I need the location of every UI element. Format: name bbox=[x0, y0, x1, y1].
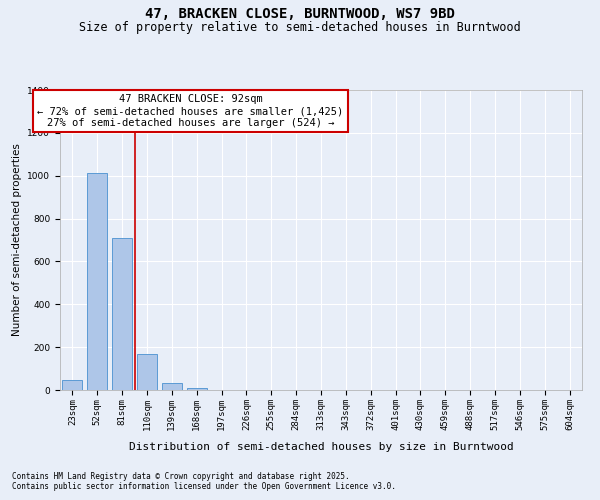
Text: Contains public sector information licensed under the Open Government Licence v3: Contains public sector information licen… bbox=[12, 482, 396, 491]
Bar bbox=[162, 382, 182, 390]
Bar bbox=[112, 238, 132, 390]
Bar bbox=[62, 380, 82, 390]
Text: Contains HM Land Registry data © Crown copyright and database right 2025.: Contains HM Land Registry data © Crown c… bbox=[12, 472, 350, 481]
Y-axis label: Number of semi-detached properties: Number of semi-detached properties bbox=[12, 144, 22, 336]
Bar bbox=[137, 354, 157, 390]
Text: Size of property relative to semi-detached houses in Burntwood: Size of property relative to semi-detach… bbox=[79, 21, 521, 34]
Text: 47 BRACKEN CLOSE: 92sqm
← 72% of semi-detached houses are smaller (1,425)
27% of: 47 BRACKEN CLOSE: 92sqm ← 72% of semi-de… bbox=[37, 94, 344, 128]
Text: 47, BRACKEN CLOSE, BURNTWOOD, WS7 9BD: 47, BRACKEN CLOSE, BURNTWOOD, WS7 9BD bbox=[145, 8, 455, 22]
Bar bbox=[88, 172, 107, 390]
Bar bbox=[187, 388, 206, 390]
Text: Distribution of semi-detached houses by size in Burntwood: Distribution of semi-detached houses by … bbox=[128, 442, 514, 452]
